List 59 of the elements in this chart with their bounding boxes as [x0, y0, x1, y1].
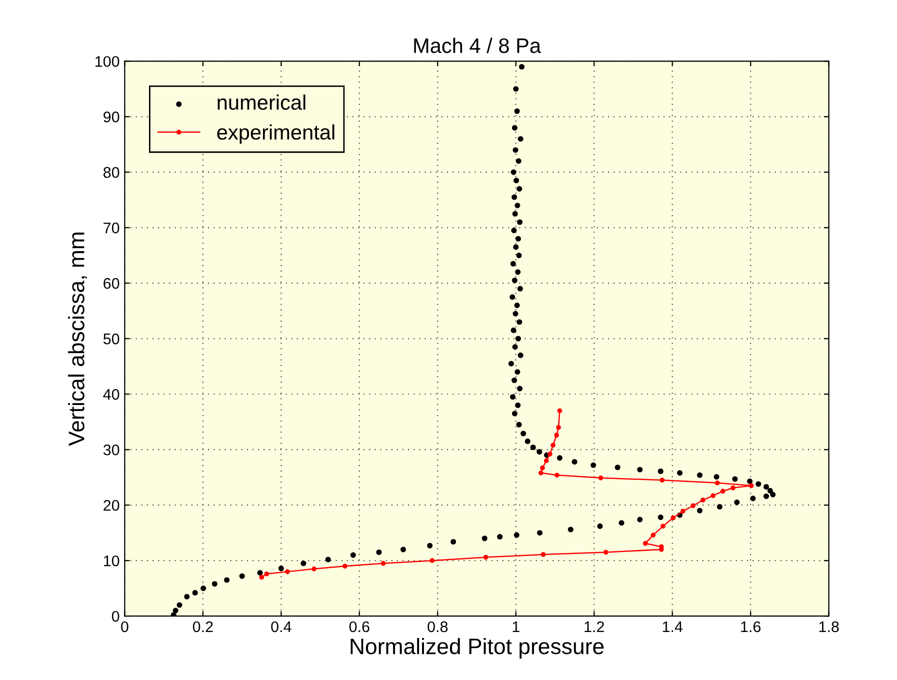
y-tick-label: 30	[103, 444, 120, 456]
x-tick-label: 1.6	[741, 621, 761, 632]
point	[700, 498, 706, 503]
y-tick-label: 80	[103, 167, 120, 178]
point	[680, 508, 686, 514]
point	[554, 472, 560, 478]
x-tick-label: 1	[512, 622, 520, 632]
legend-label: numerical	[218, 94, 306, 110]
point	[312, 566, 316, 572]
point	[342, 564, 348, 569]
y-tick-label: 10	[104, 555, 120, 566]
point	[540, 465, 545, 470]
point	[710, 493, 716, 498]
point	[650, 532, 656, 538]
point	[714, 480, 720, 486]
point	[483, 554, 488, 560]
point	[660, 524, 666, 529]
y-axis-title: Vertical abscissa, mm	[68, 232, 88, 446]
point	[554, 432, 559, 438]
y-tick-label: 100	[96, 56, 120, 67]
y-tick-label: 20	[104, 500, 120, 511]
point	[556, 424, 561, 430]
y-tick-label: 0	[112, 610, 120, 622]
point	[538, 470, 544, 476]
point	[259, 574, 264, 580]
point	[550, 442, 556, 448]
y-tick-label: 60	[104, 278, 120, 289]
point	[284, 569, 290, 574]
point	[540, 552, 546, 557]
y-tick-label: 90	[104, 112, 120, 122]
point	[720, 488, 726, 494]
x-tick-label: 1.4	[662, 622, 683, 632]
point	[642, 540, 648, 546]
legend-label: experimental	[217, 124, 334, 144]
chart-title: Mach 4 / 8 Pa	[414, 38, 542, 54]
point	[264, 571, 270, 576]
point	[690, 503, 696, 508]
x-tick-label: 0.6	[349, 621, 370, 632]
y-tick-label: 40	[103, 388, 120, 400]
x-tick-label: 0.2	[192, 621, 213, 632]
y-tick-label: 70	[104, 222, 120, 234]
point	[544, 458, 549, 464]
point	[430, 558, 435, 564]
y-tick-label: 50	[103, 334, 120, 344]
x-tick-label: 1.8	[819, 621, 839, 632]
point	[730, 485, 736, 490]
point	[603, 550, 608, 555]
point	[748, 483, 754, 488]
point	[557, 408, 562, 414]
point	[670, 515, 676, 520]
point	[660, 478, 665, 483]
point	[598, 475, 604, 480]
point	[380, 560, 386, 566]
x-tick-label: 1.2	[584, 621, 604, 632]
x-tick-label: 0	[121, 621, 128, 632]
x-tick-label: 0.8	[428, 621, 448, 632]
x-tick-label: 0.4	[271, 621, 292, 632]
x-axis-title: Normalized Pitot pressure	[350, 638, 604, 659]
point	[547, 452, 552, 456]
